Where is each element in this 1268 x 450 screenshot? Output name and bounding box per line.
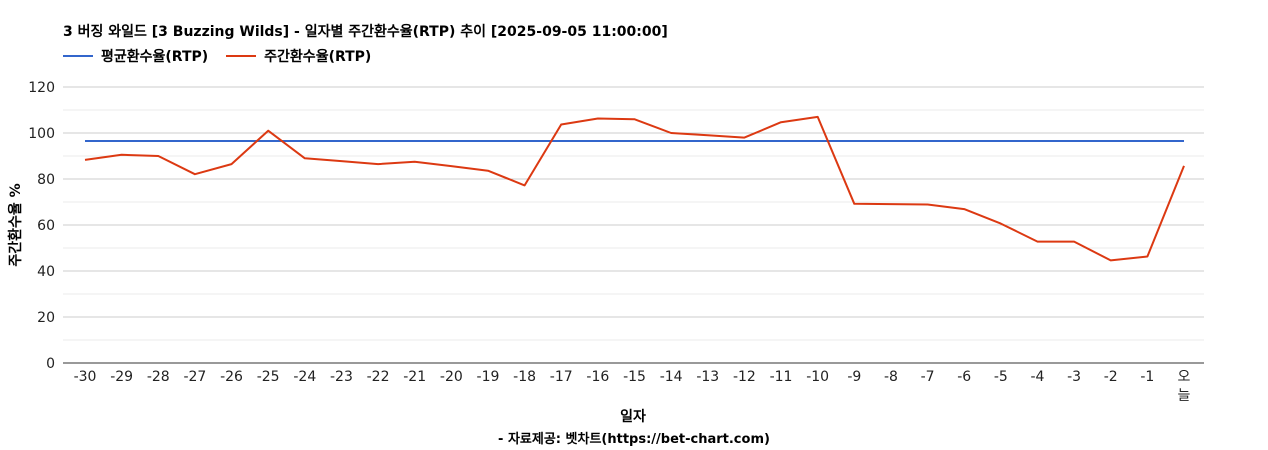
x-tick-label: -10 (806, 369, 829, 385)
x-tick-label: -4 (1030, 369, 1044, 385)
x-tick-label: -13 (696, 369, 719, 385)
x-tick-label: -17 (550, 369, 573, 385)
x-tick-label: -14 (660, 369, 683, 385)
x-tick-label: -16 (586, 369, 609, 385)
y-tick-label: 40 (37, 264, 55, 280)
x-tick-label: 늘 (1178, 388, 1191, 404)
x-tick-label: -20 (440, 369, 463, 385)
x-tick-label: -30 (74, 369, 97, 385)
legend-item-weekly[interactable]: 주간환수율(RTP) (226, 46, 371, 66)
series-line-1 (84, 115, 1185, 262)
x-tick-label: -1 (1140, 369, 1154, 385)
series-layer (84, 115, 1185, 262)
legend-label-average: 평균환수율(RTP) (101, 49, 209, 65)
y-axis-title: 주간환수율 % (7, 183, 24, 266)
x-tick-label: -2 (1104, 369, 1118, 385)
x-tick-label: -3 (1067, 369, 1081, 385)
x-tick-label: -12 (733, 369, 756, 385)
x-tick-label: -5 (994, 369, 1008, 385)
x-tick-label: -27 (183, 369, 206, 385)
legend-item-average[interactable]: 평균환수율(RTP) (63, 46, 208, 66)
y-tick-label: 80 (37, 172, 55, 188)
x-tick-label: -9 (847, 369, 861, 385)
legend-swatch-average (63, 55, 93, 57)
y-tick-label: 120 (28, 80, 55, 96)
x-tick-label: -29 (110, 369, 133, 385)
source-note: - 자료제공: 벳차트(https://bet-chart.com) (498, 432, 770, 447)
x-tick-label: 오 (1178, 369, 1191, 385)
x-tick-label: -23 (330, 369, 353, 385)
x-tick-label: -24 (293, 369, 316, 385)
x-tick-label: -11 (770, 369, 793, 385)
legend-swatch-weekly (226, 55, 257, 57)
y-tick-label: 60 (37, 218, 55, 234)
legend-label-weekly: 주간환수율(RTP) (264, 49, 372, 65)
x-axis-title: 일자 (620, 409, 646, 425)
chart-title: 3 버징 와일드 [3 Buzzing Wilds] - 일자별 주간환수율(R… (63, 24, 668, 40)
x-tick-label: -26 (220, 369, 243, 385)
y-tick-label: 20 (37, 310, 55, 326)
legend: 평균환수율(RTP) 주간환수율(RTP) (63, 46, 389, 66)
x-tick-label: -19 (477, 369, 500, 385)
x-tick-label: -25 (257, 369, 280, 385)
x-tick-label: -8 (884, 369, 898, 385)
x-tick-label: -18 (513, 369, 536, 385)
x-tick-label: -22 (367, 369, 390, 385)
x-tick-label: -6 (957, 369, 971, 385)
x-tick-label: -28 (147, 369, 170, 385)
grid-layer (63, 86, 1204, 341)
y-tick-label: 100 (28, 126, 55, 142)
y-tick-label: 0 (46, 356, 55, 372)
x-tick-label: -7 (921, 369, 935, 385)
x-tick-label: -15 (623, 369, 646, 385)
x-tick-label: -21 (403, 369, 426, 385)
